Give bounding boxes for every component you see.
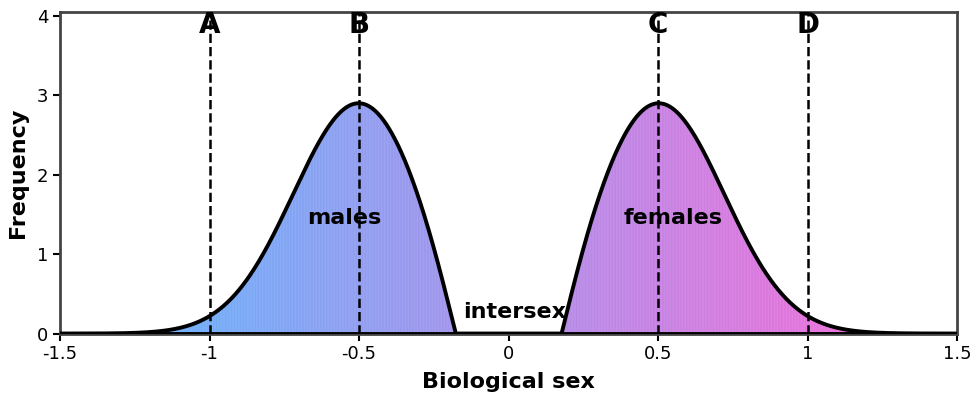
Text: A: A [199,11,221,39]
Text: females: females [623,208,722,228]
Text: males: males [307,208,381,228]
Text: B: B [349,11,369,39]
Y-axis label: Frequency: Frequency [9,107,28,238]
Text: intersex: intersex [464,302,566,322]
X-axis label: Biological sex: Biological sex [422,372,595,392]
Text: C: C [648,11,668,39]
Text: D: D [797,11,819,39]
